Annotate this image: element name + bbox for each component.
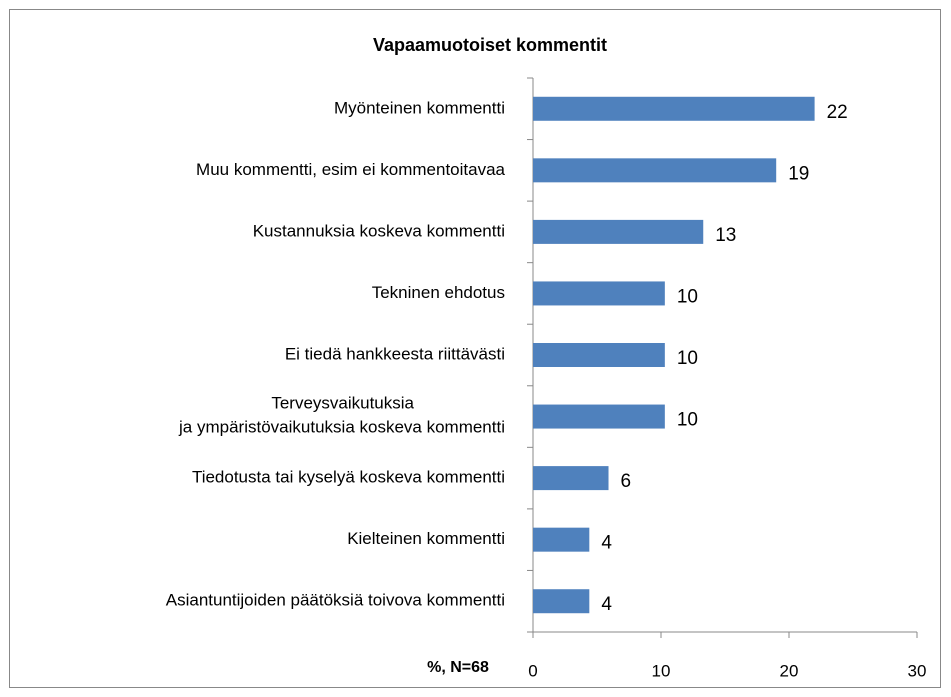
category-label: Muu kommentti, esim ei kommentoitavaa [196, 160, 505, 179]
value-label: 10 [677, 286, 698, 307]
chart-title: Vapaamuotoiset kommentit [373, 35, 607, 55]
x-tick-label: 20 [780, 661, 799, 680]
category-label: Kustannuksia koskeva kommentti [253, 221, 505, 240]
category-label: Tiedotusta tai kyselyä koskeva kommentti [192, 468, 505, 487]
chart-border [9, 9, 941, 688]
value-label: 4 [601, 533, 612, 554]
value-label: 13 [715, 225, 736, 246]
category-label: Kielteinen kommentti [347, 529, 505, 548]
value-label: 6 [621, 471, 632, 492]
x-tick-label: 0 [528, 661, 537, 680]
bar [533, 158, 777, 183]
x-tick-label: 10 [652, 661, 671, 680]
category-label: Myönteinen kommentti [334, 98, 505, 117]
value-label: 10 [677, 410, 698, 431]
category-label: Ei tiedä hankkeesta riittävästi [285, 344, 505, 363]
category-label: Terveysvaikutuksia ja ympäristövaikutuksi… [178, 394, 505, 437]
value-label: 22 [827, 102, 848, 123]
x-axis-label: %, N=68 [427, 659, 489, 676]
bar [533, 343, 665, 367]
bar [533, 589, 590, 614]
bar [533, 96, 815, 121]
value-label: 4 [601, 594, 612, 615]
bar [533, 219, 704, 244]
bar [533, 281, 665, 306]
value-label: 10 [677, 348, 698, 369]
category-label: Asiantuntijoiden päätöksiä toivova komme… [166, 591, 505, 610]
bar [533, 466, 609, 491]
category-label: Tekninen ehdotus [372, 283, 505, 302]
bar [533, 527, 590, 552]
bar [533, 404, 665, 429]
x-tick-label: 30 [908, 661, 927, 680]
value-label: 19 [788, 163, 809, 184]
